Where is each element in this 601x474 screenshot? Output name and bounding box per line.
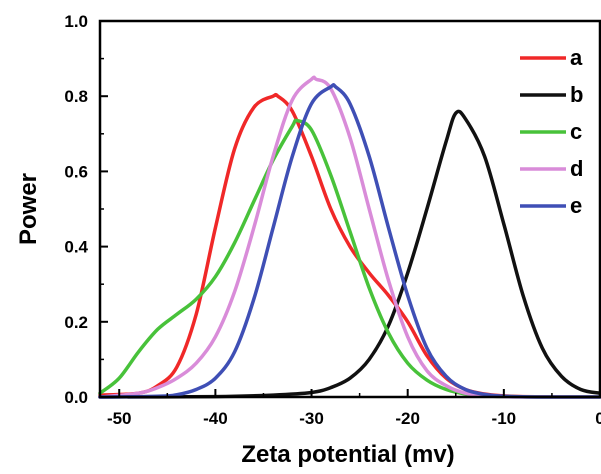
legend-label-c: c [570,119,582,144]
legend-label-d: d [570,156,583,181]
x-axis-ticks: -50 -40 -30 -20 -10 0 [107,389,601,428]
x-axis-title: Zeta potential (mv) [241,441,454,468]
series-line-d [98,75,601,399]
legend-label-a: a [570,45,583,70]
y-tick-label: 1.0 [64,12,88,31]
y-tick-label: 0.6 [64,162,88,181]
y-tick-label: 0.0 [64,388,88,407]
y-tick-label: 0.2 [64,313,88,332]
x-tick-label: -10 [492,409,517,428]
series-curves [98,75,601,399]
legend-label-e: e [570,193,582,218]
x-tick-label: -20 [395,409,420,428]
y-axis-ticks: 0.0 0.2 0.4 0.6 0.8 1.0 [64,12,108,407]
y-axis-title: Power [15,173,42,245]
x-tick-label: -30 [299,409,324,428]
x-tick-label: -40 [203,409,228,428]
series-line-e [98,82,601,399]
plot-frame [98,19,601,399]
series-line-b [98,109,601,399]
y-tick-label: 0.4 [64,238,88,257]
x-tick-label: 0 [595,409,601,428]
y-tick-label: 0.8 [64,87,88,106]
series-line-c [98,118,601,399]
legend-label-b: b [570,82,583,107]
x-tick-label: -50 [107,409,132,428]
